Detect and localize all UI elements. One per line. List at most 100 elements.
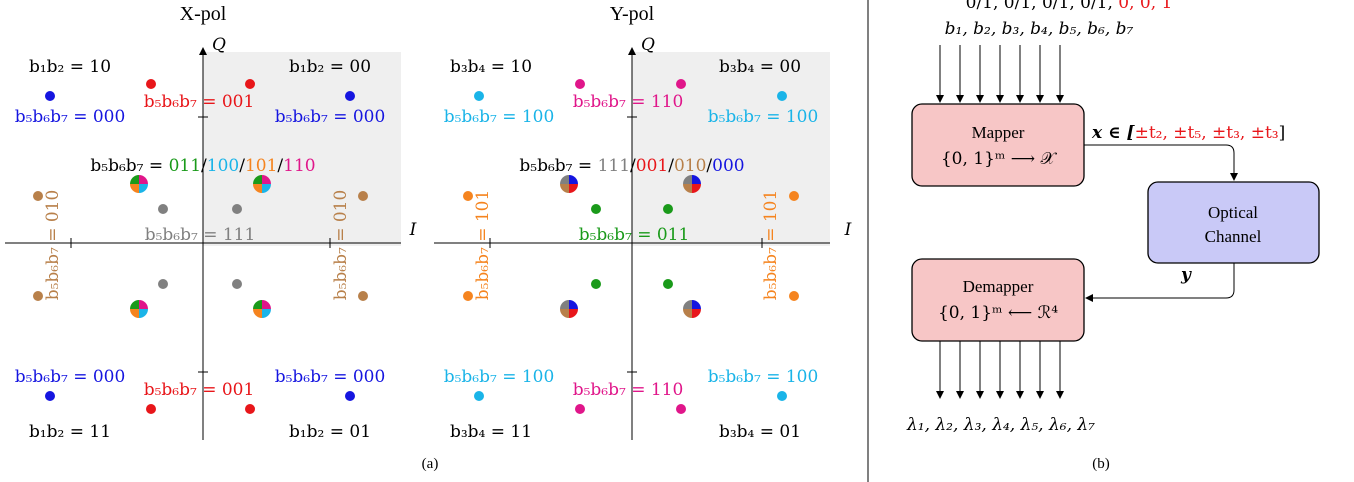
outer-label: b₅b₆b₇ = 000 <box>275 367 386 387</box>
pie-segment <box>560 184 569 193</box>
point <box>591 204 601 214</box>
caption-a: (a) <box>422 456 439 472</box>
x-label-black: x ∈ [ <box>1091 123 1136 143</box>
point <box>33 291 43 301</box>
pie-segment <box>139 300 148 309</box>
channel-box <box>1147 181 1320 264</box>
quad-label: b₃b₄ = 10 <box>450 57 532 77</box>
outer-label: b₅b₆b₇ = 100 <box>444 367 555 387</box>
pie-segment <box>253 184 262 193</box>
point <box>777 391 787 401</box>
pie-segment <box>683 175 692 184</box>
input-values-red: 0, 0, 1 <box>1118 0 1172 13</box>
y-label: y <box>1180 265 1192 285</box>
pie-segment <box>560 300 569 309</box>
pie-segment <box>262 175 271 184</box>
quad-label: b₁b₂ = 00 <box>289 57 371 77</box>
channel-to-demapper-arrow <box>1085 263 1235 302</box>
point <box>777 91 787 101</box>
pie-segment <box>692 184 701 193</box>
multi-point <box>253 300 271 318</box>
constellation-points <box>463 79 799 414</box>
input-values: 0/1, 0/1, 0/1, 0/1, 0, 0, 1 <box>966 0 1173 13</box>
multi-point <box>253 175 271 193</box>
point <box>158 279 168 289</box>
point <box>575 79 585 89</box>
i-axis-label: I <box>409 220 417 240</box>
outer-label: b₅b₆b₇ = 100 <box>708 107 819 127</box>
pie-segment <box>130 175 139 184</box>
point <box>474 91 484 101</box>
outer-label: b₅b₆b₇ = 110 <box>573 380 684 400</box>
channel-line2: Channel <box>1205 227 1262 246</box>
inner-label: b₅b₆b₇ = 011 <box>579 225 690 245</box>
pie-segment <box>569 300 578 309</box>
demapper-equation: {0, 1}ᵐ ⟵ ℛ⁴ <box>938 303 1058 323</box>
pie-segment <box>692 309 701 318</box>
ypol-constellation: Y-pol Q I b₃b₄ = 10 b₃b₄ = 00 b₃b₄ = 11 … <box>434 3 852 442</box>
quad-label: b₃b₄ = 11 <box>450 422 532 442</box>
x-label-red: ±t₂, ±t₅, ±t₃, ±t₃ <box>1135 123 1279 143</box>
multi-point <box>560 300 578 318</box>
point <box>45 91 55 101</box>
point <box>591 279 601 289</box>
center-value: 100 <box>207 156 239 176</box>
point <box>45 391 55 401</box>
shaded-quadrant <box>632 52 830 246</box>
point <box>663 204 673 214</box>
mapper-equation: {0, 1}ᵐ ⟶ 𝒳 <box>941 149 1058 169</box>
input-values-black: 0/1, 0/1, 0/1, 0/1, <box>966 0 1119 13</box>
ypol-title: Y-pol <box>610 3 655 25</box>
pie-segment <box>569 309 578 318</box>
point <box>245 404 255 414</box>
mapper-to-channel-arrow <box>1084 144 1238 181</box>
center-prefix: b₅b₆b₇ = <box>90 156 168 176</box>
outer-label: b₅b₆b₇ = 001 <box>144 380 255 400</box>
pie-segment <box>262 184 271 193</box>
outer-label: b₅b₆b₇ = 000 <box>15 107 126 127</box>
center-value: 110 <box>283 156 315 176</box>
q-axis-label: Q <box>212 35 226 55</box>
separator: / <box>706 156 712 176</box>
quad-label: b₃b₄ = 00 <box>719 57 801 77</box>
point <box>345 91 355 101</box>
pie-segment <box>253 300 262 309</box>
input-arrows <box>936 45 1064 103</box>
point <box>463 191 473 201</box>
point <box>676 404 686 414</box>
output-llrs: λ₁, λ₂, λ₃, λ₄, λ₅, λ₆, λ₇ <box>906 415 1095 435</box>
multi-point <box>683 300 701 318</box>
pie-segment <box>683 184 692 193</box>
outer-label: b₅b₆b₇ = 100 <box>708 367 819 387</box>
point <box>146 79 156 89</box>
center-value: 111 <box>598 156 630 176</box>
center-value: 000 <box>712 156 744 176</box>
input-bits: b₁, b₂, b₃, b₄, b₅, b₆, b₇ <box>945 19 1134 39</box>
x-label-end: ] <box>1279 123 1286 143</box>
mapper-box <box>911 103 1085 187</box>
outer-label: b₅b₆b₇ = 110 <box>573 92 684 112</box>
separator: / <box>668 156 674 176</box>
center-prefix: b₅b₆b₇ = <box>519 156 597 176</box>
multi-point <box>130 300 148 318</box>
demapper-title: Demapper <box>963 277 1034 296</box>
separator: / <box>201 156 207 176</box>
pie-segment <box>262 300 271 309</box>
pie-segment <box>569 175 578 184</box>
pie-segment <box>262 309 271 318</box>
point <box>358 191 368 201</box>
pie-segment <box>253 175 262 184</box>
outer-label: b₅b₆b₇ = 000 <box>275 107 386 127</box>
outer-label: b₅b₆b₇ = 001 <box>144 92 255 112</box>
point <box>358 291 368 301</box>
pie-segment <box>130 184 139 193</box>
shaded-quadrant <box>203 52 401 246</box>
separator: / <box>277 156 283 176</box>
pie-segment <box>683 300 692 309</box>
multi-point <box>683 175 701 193</box>
pie-segment <box>139 309 148 318</box>
side-label: b₅b₆b₇ = 010 <box>43 190 63 301</box>
pie-segment <box>560 175 569 184</box>
outer-label: b₅b₆b₇ = 100 <box>444 107 555 127</box>
point <box>345 391 355 401</box>
